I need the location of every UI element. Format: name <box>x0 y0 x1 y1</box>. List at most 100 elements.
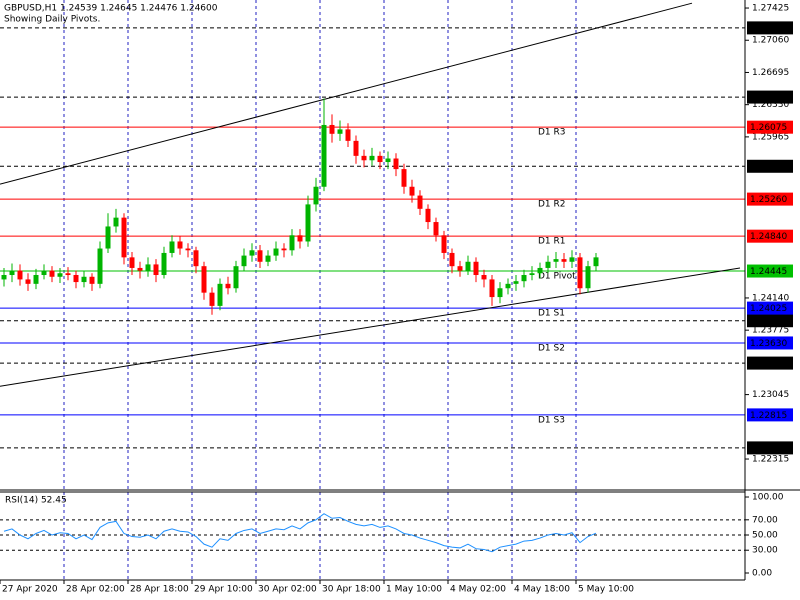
candle-body <box>161 252 167 276</box>
candle-body <box>233 266 239 289</box>
trendline <box>0 2 693 185</box>
candle-body <box>593 257 599 267</box>
level-label: 1.22815 <box>750 411 787 421</box>
candle-body <box>241 255 247 267</box>
candle-body <box>1 275 7 280</box>
candle-body <box>569 257 575 262</box>
level-label: 1.23402 <box>750 359 787 369</box>
candle-body <box>385 158 391 163</box>
y-tick-label: 1.25965 <box>752 132 789 142</box>
x-tick-label: 5 May 10:00 <box>578 585 634 595</box>
candle-body <box>401 169 407 187</box>
candle-body <box>57 273 63 277</box>
chart-subtitle: Showing Daily Pivots. <box>4 15 100 25</box>
candle-body <box>577 257 583 289</box>
candle-body <box>465 261 471 271</box>
candle-body <box>201 266 207 293</box>
candle-body <box>145 264 151 271</box>
candle-body <box>129 257 135 268</box>
candle-body <box>9 270 15 276</box>
candle-body <box>281 248 287 251</box>
y-tick-label: 1.22315 <box>752 455 789 465</box>
candle-body <box>545 261 551 268</box>
x-tick-label: 1 May 10:00 <box>386 585 442 595</box>
candle-body <box>489 279 495 298</box>
level-box <box>747 21 793 35</box>
level-box <box>747 336 793 350</box>
level-label: 1.23630 <box>750 339 787 349</box>
candle-body <box>377 155 383 163</box>
candle-body <box>193 250 199 267</box>
y-tick-label: 1.23775 <box>752 326 789 336</box>
candle-body <box>249 250 255 256</box>
candle-body <box>481 275 487 280</box>
candle-body <box>41 270 47 276</box>
level-box <box>747 356 793 370</box>
y-tick-label: 0.00 <box>752 569 772 579</box>
level-label: 1.25632 <box>750 162 787 172</box>
y-tick-label: 1.27060 <box>752 36 789 46</box>
candle-body <box>265 255 271 262</box>
candle-body <box>585 266 591 289</box>
x-tick-label: 30 Apr 02:00 <box>258 585 317 595</box>
y-tick-label: 30.00 <box>752 546 778 556</box>
candle-body <box>113 217 119 227</box>
candle-body <box>305 204 311 242</box>
level-label: 1.26416 <box>750 93 787 103</box>
trendline <box>0 267 741 387</box>
y-tick-label: 1.26330 <box>752 100 789 110</box>
level-label: 1.24840 <box>750 232 787 242</box>
candle-body <box>177 241 183 249</box>
candle-body <box>369 155 375 161</box>
candle-body <box>65 273 71 276</box>
candle-body <box>561 259 567 262</box>
candle-body <box>393 158 399 170</box>
candle-body <box>449 252 455 267</box>
x-tick-label: 28 Apr 02:00 <box>66 585 125 595</box>
candle-body <box>73 275 79 283</box>
x-tick-label: 27 Apr 2020 <box>2 585 58 595</box>
candle-body <box>209 292 215 306</box>
candle-body <box>217 283 223 306</box>
candle-body <box>553 259 559 262</box>
candle-body <box>97 248 103 284</box>
candle-body <box>289 235 295 251</box>
pivot-name: D1 R1 <box>538 237 566 247</box>
x-tick-label: 29 Apr 10:00 <box>194 585 253 595</box>
y-tick-label: 50.00 <box>752 531 778 541</box>
level-label: 1.23882 <box>750 317 787 327</box>
y-tick-label: 1.27425 <box>752 4 789 14</box>
level-label: 1.24445 <box>750 267 787 277</box>
level-box <box>747 192 793 206</box>
level-box <box>747 159 793 173</box>
level-label: 1.24025 <box>750 304 787 314</box>
pivot-name: D1 Pivot <box>538 272 576 282</box>
candle-body <box>521 275 527 282</box>
level-label: 1.26075 <box>750 123 787 133</box>
candle-body <box>497 288 503 298</box>
candle-body <box>457 266 463 271</box>
candle-body <box>529 273 535 276</box>
candle-body <box>473 261 479 276</box>
y-tick-label: 1.24140 <box>752 293 789 303</box>
candle-body <box>153 264 159 276</box>
candle-body <box>337 129 343 134</box>
pivot-name: D1 S1 <box>538 309 565 319</box>
candle-body <box>329 124 335 134</box>
level-label: 1.27200 <box>750 24 787 34</box>
candle-body <box>105 226 111 249</box>
candle-body <box>297 235 303 242</box>
candle-body <box>417 195 423 209</box>
level-box <box>747 301 793 315</box>
candle-body <box>33 275 39 284</box>
candle-body <box>313 186 319 205</box>
level-box <box>747 229 793 243</box>
level-box <box>747 441 793 455</box>
level-box <box>747 90 793 104</box>
x-tick-label: 30 Apr 18:00 <box>322 585 381 595</box>
candle-body <box>537 267 543 274</box>
candle-body <box>257 250 263 262</box>
candle-body <box>409 186 415 196</box>
pivot-name: D1 S3 <box>538 415 565 425</box>
